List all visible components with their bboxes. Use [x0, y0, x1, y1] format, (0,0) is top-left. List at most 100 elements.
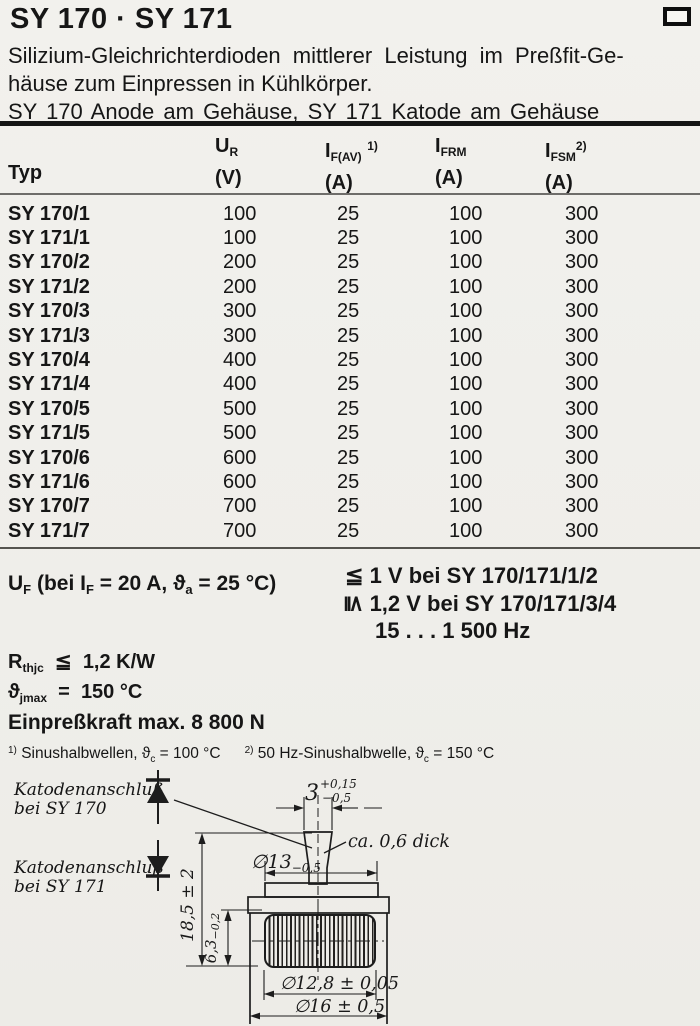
value-cell: 200	[223, 251, 257, 274]
package-outline-drawing: 3 +0,15 −0,5 ca. 0,6 dick ∅13−0,5 18,5 ±…	[146, 770, 450, 1024]
table-row: SY 170/6 600 25 100 300	[8, 446, 698, 470]
value-cell: 100	[223, 227, 257, 250]
type-cell: SY 170/2	[8, 251, 90, 274]
dim-d16-label: ∅16 ± 0,5	[294, 997, 385, 1017]
value-cell: 100	[449, 519, 483, 542]
value-cell: 25	[337, 300, 360, 323]
table-row: SY 171/3 300 25 100 300	[8, 324, 698, 348]
value: 1,2 K/W	[82, 651, 156, 673]
value-cell: 100	[449, 470, 483, 493]
table-row: SY 170/3 300 25 100 300	[8, 300, 698, 324]
value-cell: 25	[337, 373, 360, 396]
table-row: SY 171/4 400 25 100 300	[8, 373, 698, 397]
table-row: SY 170/1 100 25 100 300	[8, 202, 698, 226]
subscript: jmax	[19, 691, 47, 705]
divider-header	[0, 193, 700, 195]
table-row: SY 171/1 100 25 100 300	[8, 226, 698, 250]
footnote-text: = 100 °C	[155, 745, 221, 762]
connector-tab	[303, 831, 333, 885]
value-cell: 25	[337, 251, 360, 274]
unit: (V)	[215, 167, 242, 189]
type-cell: SY 171/6	[8, 470, 90, 493]
type-cell: SY 171/7	[8, 519, 90, 542]
table-row: SY 170/5 500 25 100 300	[8, 397, 698, 421]
value-cell: 25	[337, 349, 360, 372]
dim-pin-tol-minus: −0,5	[322, 791, 351, 805]
uf-subscript: F	[23, 582, 32, 597]
dim-pin-value: 3	[305, 781, 319, 806]
unit: (A)	[545, 172, 573, 194]
diode-symbol-sy170	[146, 770, 170, 824]
subscript: a	[185, 582, 193, 597]
type-cell: SY 170/5	[8, 397, 90, 420]
label-line: bei SY 170	[14, 799, 107, 819]
value-cell: 300	[565, 324, 599, 347]
value-cell: 300	[565, 446, 599, 469]
intro-line: SY 170 Anode am Gehäuse, SY 171 Katode a…	[8, 99, 600, 124]
value-cell: 300	[565, 251, 599, 274]
intro-line: Silizium-Gleichrichterdioden mittlerer L…	[8, 43, 624, 68]
footnote-marker: 2)	[244, 745, 254, 756]
condition-text: (bei I	[31, 572, 86, 595]
value-cell: 25	[337, 470, 360, 493]
value-cell: 25	[337, 397, 360, 420]
footnotes: 1) Sinushalbwellen, ϑc = 100 °C 2) 50 Hz-…	[8, 745, 494, 765]
unit: (A)	[435, 167, 463, 189]
press-force-rating: Einpreßkraft max. 8 800 N	[8, 711, 265, 734]
type-cell: SY 170/7	[8, 495, 90, 518]
table-row: SY 170/4 400 25 100 300	[8, 348, 698, 372]
uf-condition: UF (bei IF = 20 A, ϑa = 25 °C)	[8, 572, 276, 597]
uf-value-text: 1 V bei SY 170/171/1/2	[369, 563, 598, 588]
lte-symbol-rotated: ≦	[341, 594, 367, 613]
uf-symbol: U	[8, 572, 24, 595]
value-cell: 300	[565, 227, 599, 250]
cathode-label-sy171: Katodenanschluß bei SY 171	[14, 859, 164, 897]
symbol: ϑ	[8, 681, 20, 703]
divider-table-bottom	[0, 547, 700, 549]
type-cell: SY 170/4	[8, 349, 90, 372]
symbol: I	[545, 140, 551, 162]
value-cell: 300	[565, 300, 599, 323]
condition-text: = 20 A, ϑ	[93, 572, 186, 595]
value-cell: 300	[223, 324, 257, 347]
value-cell: 100	[449, 227, 483, 250]
uf-value-line: ≦ 1 V bei SY 170/171/1/2	[345, 562, 616, 590]
dim-knurl-height	[221, 909, 262, 966]
value-cell: 25	[337, 275, 360, 298]
uf-values: ≦ 1 V bei SY 170/171/1/2 ≦ 1,2 V bei SY …	[342, 562, 616, 645]
value-cell: 100	[449, 300, 483, 323]
page-title: SY 170 · SY 171	[10, 3, 233, 35]
type-cell: SY 171/2	[8, 275, 90, 298]
dim-d16	[250, 1012, 387, 1020]
value-cell: 600	[223, 470, 257, 493]
value-cell: 100	[449, 373, 483, 396]
tjmax-rating: ϑjmax = 150 °C	[8, 681, 142, 705]
footnote-text: 50 Hz-Sinushalbwelle, ϑ	[253, 745, 424, 762]
leader-line	[173, 799, 313, 849]
unit: (A)	[325, 172, 353, 194]
value-cell: 400	[223, 373, 257, 396]
value-cell: 25	[337, 202, 360, 225]
value-cell: 25	[337, 227, 360, 250]
value-cell: 25	[337, 446, 360, 469]
type-cell: SY 171/3	[8, 324, 90, 347]
dim-d128-label: ∅12,8 ± 0,05	[280, 974, 399, 994]
value-cell: 100	[449, 495, 483, 518]
dim-d13-label: ∅13−0,5	[251, 851, 321, 875]
column-header-ifav: IF(AV) 1) (A)	[325, 133, 378, 196]
table-row: SY 171/5 500 25 100 300	[8, 422, 698, 446]
value-cell: 25	[337, 495, 360, 518]
label-line: bei SY 171	[14, 877, 107, 897]
leader-line	[323, 841, 347, 854]
value-cell: 600	[223, 446, 257, 469]
subscript: FRM	[440, 145, 467, 159]
dim-thickness-label: ca. 0,6 dick	[348, 832, 450, 852]
subscript: F	[85, 582, 94, 597]
ratings-table: SY 170/1 100 25 100 300 SY 171/1 100 25 100 300 SY…	[8, 202, 698, 543]
column-header-ifrm: IFRM (A)	[435, 133, 467, 191]
value-cell: 300	[565, 275, 599, 298]
knurl-zone	[264, 914, 376, 968]
dim-height	[186, 832, 312, 967]
value-cell: 300	[565, 202, 599, 225]
footnote-text: = 150 °C	[428, 745, 495, 762]
